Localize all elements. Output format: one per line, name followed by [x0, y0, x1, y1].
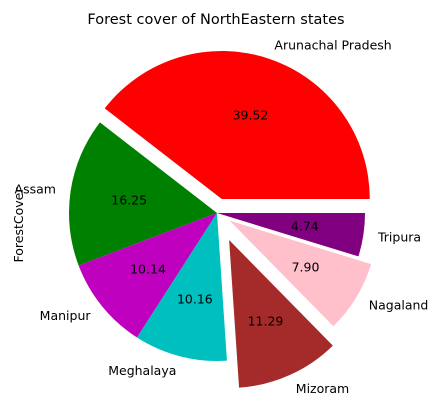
value-label-assam: 16.25	[111, 192, 147, 207]
slice-label-meghalaya: Meghalaya	[108, 363, 176, 378]
pie-slice-mizoram	[229, 240, 333, 388]
slice-label-tripura: Tripura	[377, 230, 421, 245]
y-axis-label: ForestCover	[11, 187, 26, 263]
pie-slice-arunachal-pradesh	[104, 50, 370, 199]
pie-slice-assam	[69, 122, 217, 266]
value-label-nagaland: 7.90	[292, 259, 320, 274]
slice-label-mizoram: Mizoram	[296, 381, 349, 396]
chart-title: Forest cover of NorthEastern states	[87, 12, 344, 28]
slice-label-arunachal-pradesh: Arunachal Pradesh	[274, 37, 391, 52]
value-label-mizoram: 11.29	[248, 314, 284, 329]
slice-label-manipur: Manipur	[40, 308, 92, 323]
pie-slice-meghalaya	[136, 213, 227, 361]
pie-slices	[69, 50, 372, 388]
value-label-arunachal-pradesh: 39.52	[233, 107, 269, 122]
pie-slice-tripura	[217, 213, 365, 257]
pie-slice-nagaland	[229, 220, 372, 327]
value-label-tripura: 4.74	[291, 219, 319, 234]
value-label-meghalaya: 10.16	[177, 291, 213, 306]
slice-label-assam: Assam	[15, 181, 56, 196]
pie-slice-manipur	[78, 213, 217, 338]
slice-label-nagaland: Nagaland	[369, 298, 429, 313]
pie-labels: Arunachal Pradesh 39.52 Assam 16.25 Manipur 1…	[15, 37, 429, 396]
value-label-manipur: 10.14	[130, 261, 166, 276]
